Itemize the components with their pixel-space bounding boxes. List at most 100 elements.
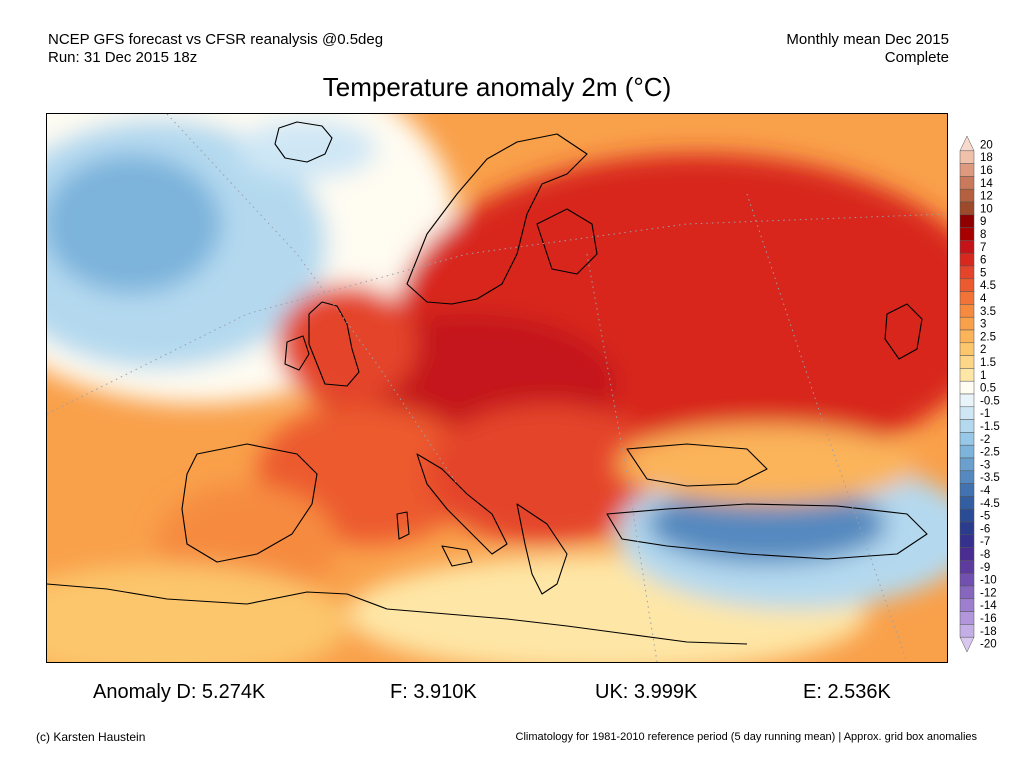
colorbar-swatch [959, 201, 975, 216]
colorbar-swatch [959, 585, 975, 600]
colorbar-label: -14 [980, 600, 997, 612]
colorbar-swatch [959, 470, 975, 484]
colorbar-swatch [959, 135, 975, 152]
caspian-outline [884, 303, 923, 360]
colorbar-label: 14 [980, 178, 993, 190]
colorbar-label: -2.5 [980, 447, 1000, 459]
colorbar-boxes [959, 135, 975, 652]
iberia-outline [181, 443, 318, 563]
colorbar-swatch [959, 393, 975, 408]
colorbar-swatch [959, 163, 975, 177]
colorbar-swatch [959, 636, 975, 652]
colorbar-label: -3.5 [980, 472, 1000, 484]
colorbar-swatch [959, 496, 975, 510]
colorbar-swatch [959, 521, 975, 536]
colorbar-swatch [959, 227, 975, 241]
colorbar-labels: 201816141210987654.543.532.521.510.5-0.5… [980, 139, 1000, 650]
colorbar-label: 20 [980, 139, 993, 151]
colorbar-label: 3.5 [980, 306, 996, 318]
colorbar-swatch [959, 265, 975, 280]
colorbar-swatch [959, 329, 975, 344]
anomaly-map [47, 114, 947, 662]
colorbar-swatch [959, 304, 975, 318]
colorbar-label: 3 [980, 319, 986, 331]
colorbar-swatch [959, 508, 975, 523]
colorbar-swatch [959, 572, 975, 587]
colorbar-label: -12 [980, 587, 997, 599]
colorbar-label: -6 [980, 523, 990, 535]
colorbar-swatch [959, 406, 975, 420]
finland-lakes-outline [536, 208, 598, 275]
cold-anomaly-iceland [237, 119, 377, 179]
header-right: Monthly mean Dec 2015 Complete [786, 31, 949, 67]
colorbar-swatch [959, 368, 975, 382]
colorbar-swatch [959, 342, 975, 356]
stat-anomaly-f: F: 3.910K [390, 681, 477, 703]
sicily-outline [441, 545, 473, 567]
anatolia-outline [606, 503, 928, 560]
colorbar: 201816141210987654.543.532.521.510.5-0.5… [959, 135, 1000, 652]
stat-anomaly-uk: UK: 3.999K [595, 681, 698, 703]
colorbar-label: 7 [980, 242, 986, 254]
colorbar-swatch [959, 534, 975, 548]
warm-anomaly-uk [277, 284, 417, 404]
colorbar-swatch [959, 444, 975, 459]
black-sea-outline [626, 443, 768, 487]
header-left: NCEP GFS forecast vs CFSR reanalysis @0.… [48, 31, 383, 67]
colorbar-label: -4.5 [980, 498, 1000, 510]
graticule [47, 114, 947, 662]
colorbar-label: 1 [980, 370, 986, 382]
colorbar-label: -4 [980, 485, 991, 497]
colorbar-swatch [959, 547, 975, 561]
sardinia-outline [396, 511, 410, 540]
cold-core-turkey [647, 484, 887, 564]
cold-core-atlantic [47, 154, 222, 294]
map-title: Temperature anomaly 2m (°C) [322, 72, 672, 102]
colorbar-label: 8 [980, 229, 986, 241]
colorbar-label: -9 [980, 562, 990, 574]
colorbar-swatch [959, 278, 975, 292]
colorbar-label: 0.5 [980, 383, 996, 395]
colorbar-swatch [959, 483, 975, 497]
colorbar-swatch [959, 252, 975, 267]
colorbar-swatch [959, 291, 975, 305]
colorbar-swatch [959, 598, 975, 612]
status-line: Complete [884, 49, 949, 66]
colorbar-label: -16 [980, 613, 997, 625]
colorbar-label: -0.5 [980, 395, 1000, 407]
colorbar-swatch [959, 624, 975, 638]
north-africa-coast [47, 583, 748, 645]
model-line: NCEP GFS forecast vs CFSR reanalysis @0.… [48, 31, 384, 48]
footnote: Climatology for 1981-2010 reference peri… [515, 731, 977, 743]
colorbar-label: -1 [980, 408, 990, 420]
colorbar-label: 1.5 [980, 357, 996, 369]
colorbar-label: -8 [980, 549, 990, 561]
colorbar-swatch [959, 611, 975, 625]
colorbar-swatch [959, 432, 975, 446]
colorbar-label: -18 [980, 626, 997, 638]
colorbar-swatch [959, 240, 975, 254]
colorbar-label: -2 [980, 434, 990, 446]
colorbar-label: -7 [980, 536, 990, 548]
anomaly-field [47, 114, 947, 662]
colorbar-label: 12 [980, 191, 993, 203]
colorbar-swatch [959, 316, 975, 331]
parallel-line [47, 213, 947, 415]
period-line: Monthly mean Dec 2015 [786, 31, 949, 48]
colorbar-label: 2.5 [980, 331, 996, 343]
run-line: Run: 31 Dec 2015 18z [48, 49, 198, 66]
colorbar-label: -1.5 [980, 421, 1000, 433]
colorbar-label: -3 [980, 459, 990, 471]
great-britain-outline [308, 301, 360, 387]
colorbar-label: 6 [980, 255, 986, 267]
mild-anomaly-north-africa [47, 564, 347, 662]
iceland-outline [274, 121, 333, 163]
stat-anomaly-d: Anomaly D: 5.274K [93, 681, 266, 703]
colorbar-label: 10 [980, 203, 993, 215]
ireland-outline [284, 335, 310, 371]
colorbar-swatch [959, 150, 975, 164]
colorbar-label: -10 [980, 575, 997, 587]
scandinavia-outline [406, 133, 588, 305]
colorbar-swatch [959, 457, 975, 472]
colorbar-label: 4 [980, 293, 987, 305]
